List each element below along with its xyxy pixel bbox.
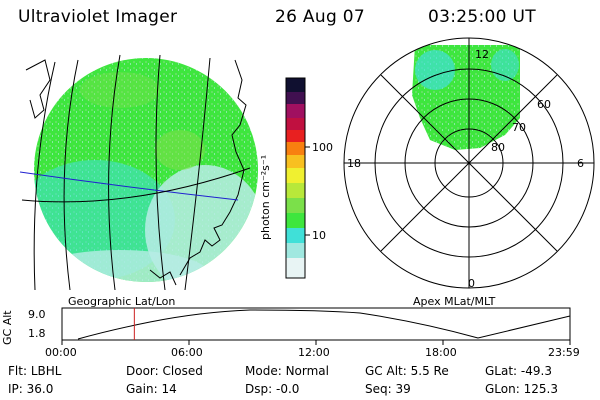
colorbar-unit-label: photon cm⁻²s⁻¹ — [259, 154, 272, 240]
latitude-line — [21, 167, 251, 203]
colorbar-tick-100: 100 — [312, 141, 333, 154]
altitude-plot — [61, 307, 571, 345]
time-tick: 23:59 — [548, 346, 580, 359]
time-tick: 12:00 — [298, 346, 330, 359]
coastline — [179, 59, 247, 276]
mlt-label-12: 12 — [475, 48, 489, 61]
altitude-ytick-low: 1.8 — [28, 327, 46, 340]
time-tick: 00:00 — [45, 346, 77, 359]
mlt-label-6: 6 — [577, 157, 584, 170]
mlat-label-60: 60 — [537, 98, 551, 111]
colorbar — [285, 77, 310, 279]
mlat-label-70: 70 — [512, 121, 526, 134]
coastline — [25, 59, 51, 119]
geographic-image — [19, 54, 258, 291]
latitude-line — [19, 171, 239, 201]
time-label: 03:25:00 UT — [428, 7, 536, 27]
time-tick: 18:00 — [425, 346, 457, 359]
info-dsp: Dsp: -0.0 — [245, 382, 300, 396]
coastline — [149, 269, 177, 286]
time-tick: 06:00 — [171, 346, 203, 359]
info-glat: GLat: -49.3 — [485, 364, 552, 378]
info-ip: IP: 36.0 — [8, 382, 54, 396]
date-label: 26 Aug 07 — [275, 7, 365, 27]
info-seq: Seq: 39 — [365, 382, 411, 396]
apex-label: Apex MLat/MLT — [413, 295, 496, 308]
polar-plot — [343, 37, 595, 289]
info-flt: Flt: LBHL — [8, 364, 62, 378]
info-gain: Gain: 14 — [126, 382, 177, 396]
altitude-ytick-high: 9.0 — [28, 308, 46, 321]
altitude-curve — [77, 309, 571, 340]
mlt-label-18: 18 — [347, 157, 361, 170]
geographic-label: Geographic Lat/Lon — [68, 295, 176, 308]
altitude-ylabel: GC Alt — [1, 310, 14, 345]
info-glon: GLon: 125.3 — [485, 382, 558, 396]
meridian-lines — [33, 54, 211, 291]
mlt-label-0: 0 — [468, 277, 475, 290]
instrument-title: Ultraviolet Imager — [18, 7, 178, 27]
info-gc-alt: GC Alt: 5.5 Re — [365, 364, 449, 378]
info-mode: Mode: Normal — [245, 364, 329, 378]
info-door: Door: Closed — [126, 364, 203, 378]
colorbar-tick-10: 10 — [312, 229, 326, 242]
mlat-label-80: 80 — [491, 141, 505, 154]
